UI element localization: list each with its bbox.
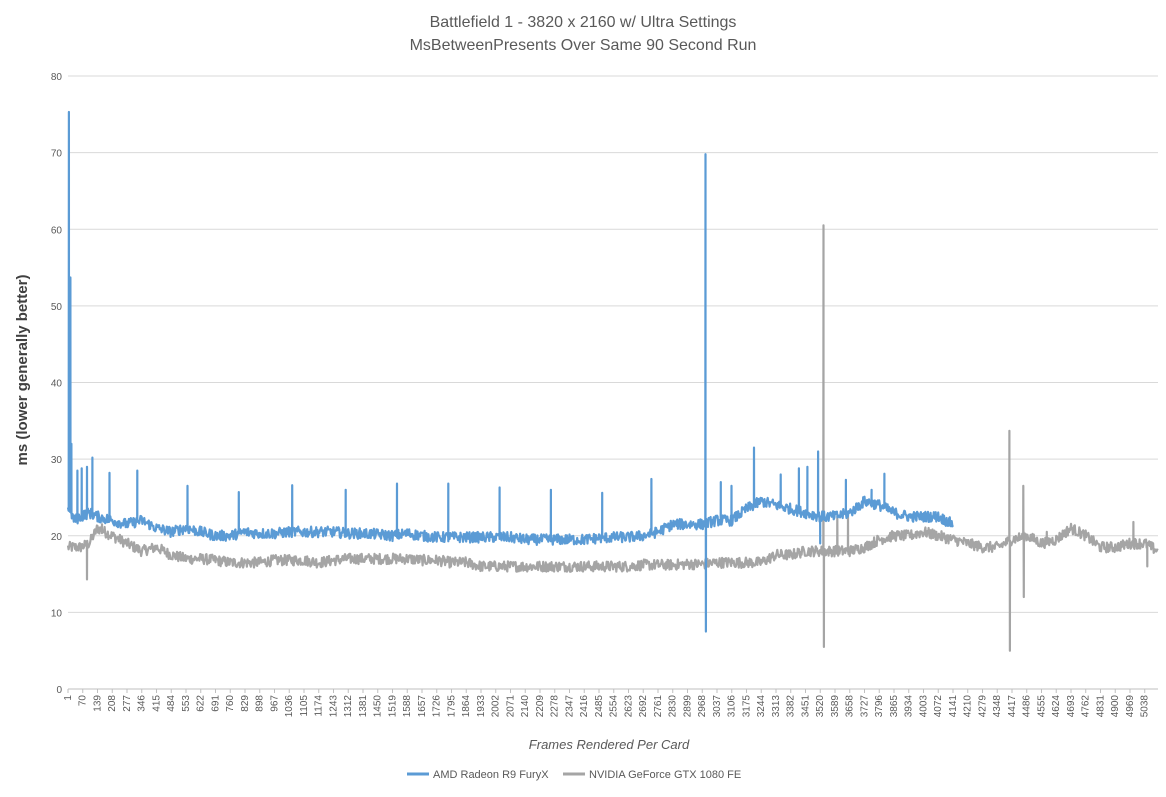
x-tick-label: 4555: [1036, 695, 1047, 718]
x-tick-label: 3382: [786, 695, 797, 718]
x-tick-label: 2692: [638, 695, 649, 718]
y-tick-label: 20: [51, 532, 63, 543]
x-tick-label: 3106: [727, 695, 738, 718]
x-tick-label: 1726: [432, 695, 443, 718]
x-tick-label: 3934: [904, 695, 915, 718]
chart-title: Battlefield 1 - 3820 x 2160 w/ Ultra Set…: [430, 14, 737, 31]
x-tick-label: 1105: [299, 695, 310, 717]
x-tick-label: 208: [107, 695, 118, 712]
y-tick-label: 50: [51, 302, 63, 313]
x-tick-label: 4486: [1022, 695, 1033, 718]
x-tick-label: 1312: [343, 695, 354, 718]
x-tick-label: 2416: [579, 695, 590, 718]
x-tick-label: 1174: [314, 695, 325, 717]
y-tick-label: 10: [51, 608, 63, 619]
x-tick-label: 622: [196, 695, 207, 712]
x-axis-label: Frames Rendered Per Card: [529, 737, 690, 752]
x-tick-label: 4969: [1125, 695, 1136, 718]
x-tick-label: 3658: [845, 695, 856, 718]
x-tick-label: 4141: [948, 695, 959, 718]
x-tick-label: 484: [166, 695, 177, 712]
x-tick-label: 1933: [476, 695, 487, 718]
x-tick-label: 829: [240, 695, 251, 712]
y-tick-label: 40: [51, 379, 63, 390]
x-tick-label: 70: [78, 695, 89, 707]
x-tick-label: 1519: [387, 695, 398, 718]
x-tick-label: 2899: [682, 695, 693, 718]
x-tick-label: 3589: [830, 695, 841, 718]
x-tick-label: 415: [151, 695, 162, 712]
x-tick-label: 1450: [373, 695, 384, 718]
x-tick-label: 2209: [535, 695, 546, 718]
y-tick-label: 0: [56, 685, 62, 696]
x-tick-label: 1036: [284, 695, 295, 718]
x-tick-label: 3037: [712, 695, 723, 718]
y-tick-label: 30: [51, 455, 63, 466]
x-tick-label: 760: [225, 695, 236, 712]
x-tick-label: 3451: [800, 695, 811, 718]
x-tick-label: 4831: [1095, 695, 1106, 718]
x-tick-label: 346: [137, 695, 148, 712]
x-tick-label: 2278: [550, 695, 561, 718]
legend-label: NVIDIA GeForce GTX 1080 FE: [589, 769, 741, 781]
x-tick-label: 4210: [963, 695, 974, 718]
x-tick-label: 1657: [417, 695, 428, 718]
x-tick-label: 1588: [402, 695, 413, 718]
x-tick-label: 3865: [889, 695, 900, 718]
series-lines: [66, 110, 1159, 652]
legend: AMD Radeon R9 FuryX NVIDIA GeForce GTX 10…: [407, 769, 741, 781]
gridlines: [68, 75, 1158, 690]
y-tick-label: 60: [51, 225, 63, 236]
x-tick-label: 5038: [1140, 695, 1151, 718]
x-tick-label: 2968: [697, 695, 708, 718]
x-tick-label: 1243: [328, 695, 339, 718]
x-tick-label: 691: [210, 695, 221, 712]
x-tick-label: 3520: [815, 695, 826, 718]
x-tick-label: 1381: [358, 695, 369, 718]
x-tick-label: 3244: [756, 695, 767, 718]
x-tick-label: 277: [122, 695, 133, 712]
x-tick-label: 553: [181, 695, 192, 712]
x-tick-label: 4900: [1110, 695, 1121, 718]
x-tick-label: 2554: [609, 695, 620, 718]
x-tick-label: 2140: [520, 695, 531, 718]
x-tick-label: 4279: [977, 695, 988, 718]
x-tick-label: 2623: [623, 695, 634, 718]
y-tick-label: 70: [51, 149, 63, 160]
x-axis-ticks: 1 70 139 208 277 346 415 484 553 622 691 760 829 898 9…: [63, 689, 1151, 717]
x-tick-label: 4003: [918, 695, 929, 718]
x-tick-label: 4762: [1081, 695, 1092, 718]
x-tick-label: 4348: [992, 695, 1003, 718]
y-tick-label: 80: [51, 72, 63, 83]
x-tick-label: 139: [92, 695, 103, 712]
x-tick-label: 1864: [461, 695, 472, 718]
y-axis-label: ms (lower generally better): [14, 275, 31, 466]
x-tick-label: 3313: [771, 695, 782, 718]
chart-subtitle: MsBetweenPresents Over Same 90 Second Ru…: [410, 37, 757, 54]
x-tick-label: 2830: [668, 695, 679, 718]
x-tick-label: 898: [255, 695, 266, 712]
x-tick-label: 4624: [1051, 695, 1062, 718]
x-tick-label: 2761: [653, 695, 664, 718]
y-axis-ticks: 0 10 20 30 40 50 60 70 80: [51, 72, 63, 696]
x-tick-label: 2485: [594, 695, 605, 718]
x-tick-label: 3175: [741, 695, 752, 718]
series-line: [66, 110, 954, 633]
x-tick-label: 2071: [505, 695, 516, 718]
x-tick-label: 1: [63, 695, 74, 701]
x-tick-label: 1795: [446, 695, 457, 718]
x-tick-label: 967: [269, 695, 280, 712]
x-tick-label: 3796: [874, 695, 885, 718]
series-line: [66, 224, 1159, 652]
x-tick-label: 4417: [1007, 695, 1018, 718]
x-tick-label: 3727: [859, 695, 870, 718]
x-tick-label: 2002: [491, 695, 502, 718]
x-tick-label: 4072: [933, 695, 944, 718]
legend-label: AMD Radeon R9 FuryX: [433, 769, 549, 781]
x-tick-label: 4693: [1066, 695, 1077, 718]
x-tick-label: 2347: [564, 695, 575, 718]
